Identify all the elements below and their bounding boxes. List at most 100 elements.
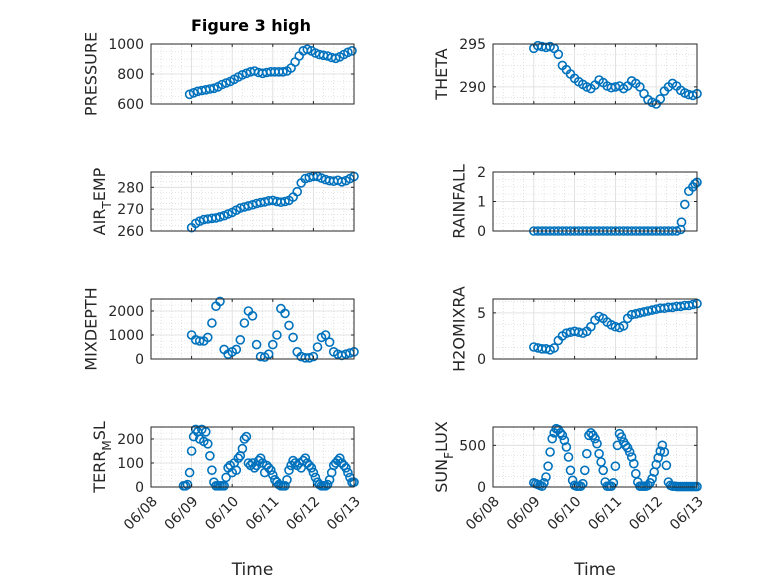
data-point bbox=[575, 481, 586, 492]
x-tick-label: 06/08 bbox=[121, 494, 161, 534]
data-point bbox=[553, 49, 564, 60]
x-tick-label: 06/13 bbox=[324, 494, 364, 534]
data-point bbox=[618, 320, 629, 331]
data-point bbox=[628, 458, 639, 469]
y-tick-label: 1000 bbox=[108, 37, 144, 53]
data-point bbox=[263, 349, 274, 360]
data-point bbox=[239, 434, 250, 444]
data-point bbox=[581, 448, 592, 459]
axis-box bbox=[150, 171, 355, 232]
data-point bbox=[231, 465, 242, 476]
subplot-terr_msl: 0 100 200 06/08 06/09 06/10 06/11 06/12 06/13 Tim… bbox=[90, 421, 364, 580]
x-tick-label: 06/10 bbox=[545, 494, 585, 534]
data-point bbox=[280, 308, 290, 319]
data-point bbox=[302, 44, 313, 55]
data-point bbox=[221, 78, 231, 88]
data-point bbox=[209, 83, 219, 94]
y-tick-label: 270 bbox=[117, 202, 144, 218]
x-tick-label: 06/09 bbox=[504, 494, 544, 534]
data-point bbox=[659, 447, 670, 457]
data-point bbox=[272, 330, 282, 340]
axis-box bbox=[492, 426, 698, 488]
data-point bbox=[278, 67, 288, 77]
y-tick-label: 100 bbox=[117, 456, 144, 472]
data-point bbox=[251, 460, 262, 471]
data-point bbox=[320, 330, 331, 340]
data-point bbox=[186, 446, 197, 456]
x-tick-label: 06/08 bbox=[463, 494, 503, 534]
data-point bbox=[579, 465, 590, 476]
subplot-mixdepth: 0 1000 2000 MIXDEPTH bbox=[82, 287, 359, 371]
data-point bbox=[541, 472, 551, 482]
data-point bbox=[661, 460, 672, 471]
y-axis-label-rest: EMP bbox=[90, 167, 109, 201]
data-point bbox=[251, 339, 262, 350]
data-point bbox=[555, 427, 566, 438]
data-point bbox=[655, 94, 666, 104]
y-axis-label-main: AIR bbox=[90, 209, 109, 236]
data-point bbox=[655, 446, 666, 457]
data-point bbox=[543, 461, 553, 472]
data-point bbox=[347, 45, 357, 56]
axis-box bbox=[150, 298, 355, 360]
x-axis-label: Time bbox=[573, 560, 616, 580]
data-point bbox=[284, 465, 294, 476]
data-point bbox=[237, 443, 248, 454]
y-axis-label-subscript: T bbox=[100, 201, 114, 210]
x-tick-label: 06/09 bbox=[162, 494, 202, 534]
y-tick-label: 0 bbox=[135, 352, 144, 368]
y-tick-label: 600 bbox=[117, 97, 144, 113]
series-markers bbox=[528, 40, 702, 109]
y-tick-label: 500 bbox=[459, 438, 486, 454]
x-tick-label: 06/12 bbox=[626, 494, 666, 534]
data-point bbox=[334, 453, 345, 464]
data-point bbox=[243, 458, 254, 468]
data-point bbox=[194, 336, 205, 346]
y-axis-label-main: MIXDEPTH bbox=[82, 287, 101, 370]
data-point bbox=[336, 177, 347, 187]
data-point bbox=[339, 460, 349, 471]
data-point bbox=[577, 478, 588, 489]
data-point bbox=[565, 465, 576, 476]
y-axis-label: PRESSURE bbox=[82, 32, 101, 116]
data-point bbox=[557, 430, 568, 441]
data-point bbox=[312, 342, 323, 352]
data-point bbox=[267, 339, 278, 350]
y-tick-label: 5 bbox=[477, 306, 486, 322]
data-point bbox=[690, 179, 700, 189]
data-point bbox=[598, 465, 609, 476]
data-point bbox=[290, 458, 300, 468]
subplot-sun_flux: 0 500 06/08 06/09 06/10 06/11 06/12 06/13 Time SU… bbox=[432, 421, 707, 580]
data-point bbox=[282, 474, 292, 485]
y-tick-label: 1000 bbox=[108, 328, 144, 344]
y-axis-label-main: TERR bbox=[90, 451, 109, 494]
y-tick-label: 1 bbox=[477, 195, 486, 211]
data-point bbox=[586, 321, 596, 332]
data-point bbox=[316, 173, 327, 183]
y-tick-label: 800 bbox=[117, 67, 144, 83]
y-tick-label: 2000 bbox=[108, 304, 144, 320]
x-tick-label: 06/12 bbox=[283, 494, 323, 534]
y-axis-label: SUNFLUX bbox=[432, 421, 456, 493]
y-tick-label: 0 bbox=[135, 480, 144, 496]
data-point bbox=[304, 460, 315, 471]
subplot-rainfall: 0 1 2 RAINFALL bbox=[449, 164, 702, 240]
data-point bbox=[308, 467, 319, 478]
data-point bbox=[616, 432, 627, 442]
subplot-pressure: 600 800 1000 PRESSURE bbox=[82, 32, 357, 116]
y-axis-label-subscript: M bbox=[100, 440, 114, 450]
data-point bbox=[235, 334, 246, 345]
data-point bbox=[545, 447, 555, 457]
data-point bbox=[249, 462, 260, 473]
data-point bbox=[263, 462, 274, 473]
data-point bbox=[322, 479, 333, 490]
series-markers bbox=[184, 44, 357, 100]
y-tick-label: 0 bbox=[477, 480, 486, 496]
data-point bbox=[308, 351, 319, 362]
data-point bbox=[288, 332, 298, 343]
axis-box bbox=[492, 43, 698, 105]
data-point bbox=[653, 452, 664, 463]
y-axis-label: TERRMSL bbox=[90, 421, 114, 494]
